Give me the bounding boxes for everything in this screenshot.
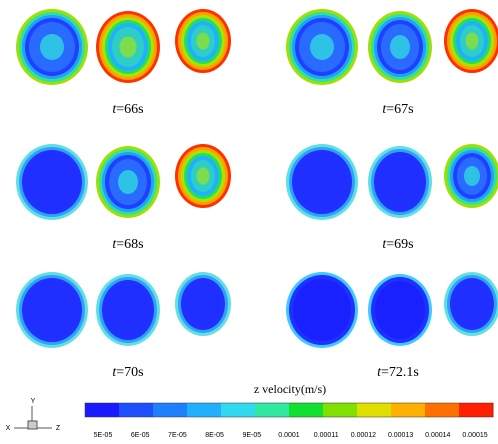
contour-panel <box>16 9 231 85</box>
colorbar-tick-label: 0.0001 <box>278 432 300 439</box>
contour-core <box>293 279 351 341</box>
colorbar-tick-label: 0.00011 <box>314 432 339 439</box>
contour-spot <box>310 34 334 60</box>
colorbar-tick-label: 0.00012 <box>351 432 376 439</box>
axis-triad <box>14 406 52 430</box>
contour-core <box>106 284 150 336</box>
contour-spot <box>40 34 64 60</box>
time-label: t=70s <box>112 365 143 380</box>
colorbar-tick-label: 8E-05 <box>205 432 224 439</box>
contour-spot <box>465 32 479 50</box>
colorbar-segment <box>323 403 358 417</box>
colorbar-tick-label: 6E-05 <box>131 432 150 439</box>
colorbar-segment <box>459 403 494 417</box>
time-label: t=72.1s <box>377 365 419 380</box>
colorbar-title: z velocity(m/s) <box>254 382 326 396</box>
contour-core <box>26 154 78 210</box>
colorbar-tick-label: 5E-05 <box>94 432 113 439</box>
colorbar-tick-label: 9E-05 <box>242 432 261 439</box>
contour-spot <box>196 167 210 185</box>
colorbar-frame <box>84 402 494 418</box>
contour-core <box>378 156 422 208</box>
contour-core <box>26 282 78 338</box>
contour-core <box>454 282 490 326</box>
colorbar <box>84 402 494 418</box>
axis-x-label: X <box>6 425 11 432</box>
contour-spot <box>196 32 210 50</box>
colorbar-tick-label: 0.00014 <box>425 432 450 439</box>
colorbar-segment <box>289 403 324 417</box>
contour-panel <box>286 9 498 85</box>
colorbar-segment <box>187 403 222 417</box>
colorbar-segment <box>425 403 460 417</box>
axis-y-label: Y <box>31 398 36 405</box>
contour-spot <box>464 166 480 186</box>
contour-panel <box>286 144 498 220</box>
time-label: t=67s <box>382 102 413 117</box>
colorbar-segment <box>153 403 188 417</box>
colorbar-segment <box>85 403 120 417</box>
colorbar-segment <box>221 403 256 417</box>
colorbar-segment <box>255 403 290 417</box>
colorbar-tick-label: 0.00013 <box>388 432 413 439</box>
contour-spot <box>118 170 138 194</box>
time-label: t=68s <box>112 237 143 252</box>
contour-core <box>296 154 348 210</box>
colorbar-segment <box>391 403 426 417</box>
contour-spot <box>390 35 410 59</box>
time-label: t=69s <box>382 237 413 252</box>
contour-core <box>185 282 221 326</box>
contour-panel <box>16 272 231 348</box>
contour-panel <box>286 272 498 348</box>
contour-spot <box>119 36 137 58</box>
colorbar-tick-label: 0.00015 <box>462 432 487 439</box>
colorbar-tick-label: 7E-05 <box>168 432 187 439</box>
axis-z-label: Z <box>56 425 61 432</box>
contour-core <box>375 281 425 339</box>
time-label: t=66s <box>112 102 143 117</box>
colorbar-segment <box>357 403 392 417</box>
contour-panel <box>16 144 231 220</box>
colorbar-segment <box>119 403 154 417</box>
